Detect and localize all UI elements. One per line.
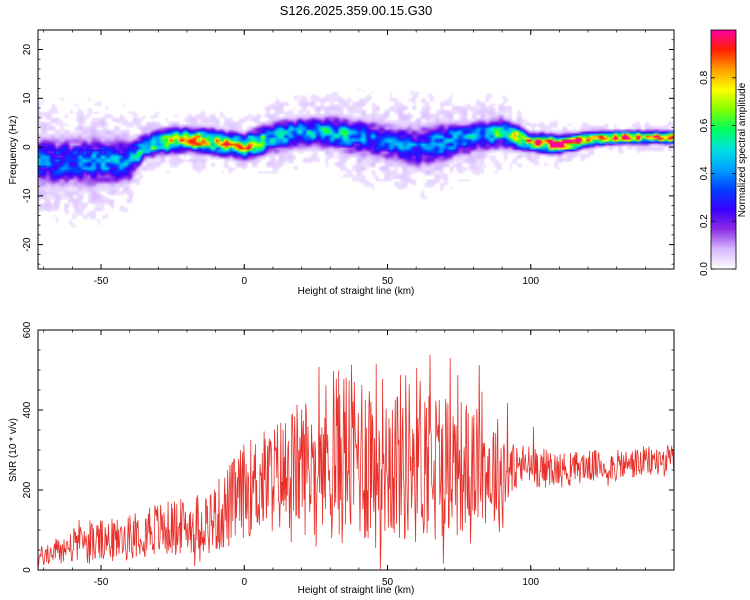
snr-ticks: -50 0 50 100 0 200 400 600: [22, 321, 675, 588]
snr-series-line: [38, 354, 674, 570]
spectrogram-ytick-label-3: 10: [22, 92, 33, 104]
spectrogram-xtick-label-1: 0: [241, 276, 247, 287]
snr-ytick-label-0: 0: [22, 567, 33, 573]
spectrogram-xtick-label-3: 100: [522, 276, 539, 287]
colorbar-tick-label-0: 0.0: [699, 262, 710, 276]
snr-panel: -50 0 50 100 0 200 400 600 Height of straight l…: [8, 321, 675, 596]
spectrogram-panel: -50 0 50 100 -20 -10 0 10 20 Height of straight …: [8, 29, 675, 297]
spectrogram-ylabel: Frequency (Hz): [8, 116, 19, 185]
colorbar-tick-label-3: 0.6: [699, 118, 710, 132]
spectrogram-xtick-label-2: 50: [382, 276, 394, 287]
spectrogram-xtick-label-0: -50: [94, 276, 109, 287]
snr-ytick-label-3: 600: [22, 321, 33, 338]
snr-xtick-label-2: 50: [382, 577, 394, 588]
spectrogram-xlabel: Height of straight line (km): [298, 286, 415, 297]
snr-xtick-label-0: -50: [94, 577, 109, 588]
spectrogram-ytick-label-2: 0: [22, 144, 33, 150]
colorbar-tick-label-1: 0.2: [699, 214, 710, 228]
snr-xtick-label-1: 0: [241, 577, 247, 588]
spectrogram-heatmap: [38, 30, 674, 269]
snr-background: [38, 330, 674, 570]
colorbar-ticks: 0.0 0.2 0.4 0.6 0.8: [699, 70, 736, 276]
snr-ytick-label-1: 200: [22, 481, 33, 498]
colorbar-label: Normalized spectral amplitude: [737, 82, 748, 217]
spectrogram-frame: [37, 29, 675, 270]
snr-xtick-label-3: 100: [522, 577, 539, 588]
spectrogram-ytick-label-4: 20: [22, 44, 33, 56]
colorbar-tick-label-2: 0.4: [699, 166, 710, 180]
spectrogram-ytick-label-0: -20: [22, 237, 33, 252]
chart-title: S126.2025.359.00.15.G30: [280, 3, 433, 18]
colorbar-tick-label-4: 0.8: [699, 70, 710, 84]
spectrogram-ticks: -50 0 50 100 -20 -10 0 10 20: [22, 29, 675, 287]
snr-xlabel: Height of straight line (km): [298, 585, 415, 596]
colorbar-gradient: [710, 29, 737, 270]
snr-ylabel: SNR (10 * v/v): [8, 418, 19, 482]
snr-ytick-label-2: 400: [22, 401, 33, 418]
colorbar: 0.0 0.2 0.4 0.6 0.8 Normalized spectral ampl…: [699, 29, 748, 276]
spectrogram-ytick-label-1: -10: [22, 188, 33, 203]
